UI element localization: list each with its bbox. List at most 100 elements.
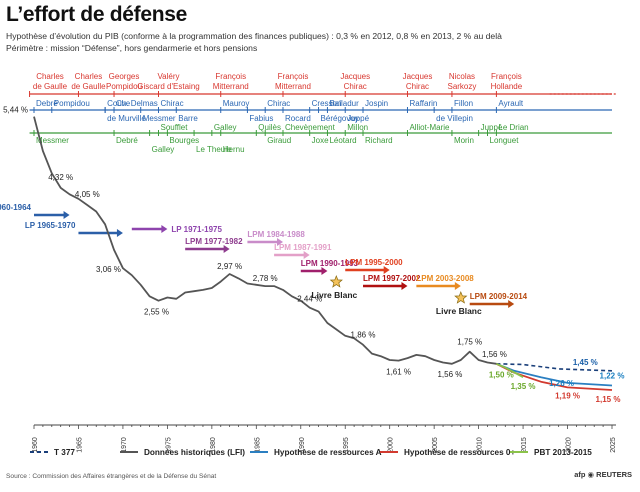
subtitle-gdp-hypothesis: Hypothèse d’évolution du PIB (conforme à… — [6, 31, 502, 41]
law-arrowhead — [161, 225, 168, 233]
law-arrowhead — [116, 229, 123, 237]
minister-label: Giraud — [267, 136, 291, 145]
minister-label: Juppé — [481, 123, 503, 132]
pm-label: Mauroy — [223, 99, 250, 108]
president-label: Giscard d'Estaing — [137, 82, 199, 91]
legend-label: Hypothèse de ressources 0+ — [404, 448, 515, 457]
pm-label: Rocard — [285, 114, 311, 123]
minister-label: Le Theule — [196, 145, 232, 154]
minister-label: Chevènement — [285, 123, 336, 132]
president-label: Sarkozy — [447, 82, 476, 91]
military-laws-group: LP 1960-1964 LP 1965-1970 LP 1971-1975 LPM … — [0, 203, 528, 316]
legend-label: PBT 2013-2015 — [534, 448, 592, 457]
livre-blanc-star-icon — [329, 275, 343, 288]
law-label: LPM 2003-2008 — [416, 274, 474, 283]
president-label: Jacques — [340, 72, 370, 81]
law-label: LP 1965-1970 — [25, 221, 76, 230]
pm-label: Chirac — [267, 99, 290, 108]
x-tick-label: 1975 — [165, 437, 172, 453]
series-line-historic — [33, 116, 497, 365]
data-label: 1,56 % — [482, 350, 507, 359]
x-axis: 1960 1965 1970 1975 1980 1985 1990 1995 2000 2005… — [32, 424, 617, 453]
source-note: Source : Commission des Affaires étrangè… — [6, 473, 217, 480]
series-line-t377 — [496, 363, 613, 372]
legend-label: Hypothèse de ressources A — [274, 448, 382, 457]
president-label: Pompidou — [106, 82, 142, 91]
pm-label: Chirac — [160, 99, 183, 108]
series-lines — [33, 116, 613, 391]
president-label: Charles — [36, 72, 64, 81]
data-label: 1,86 % — [351, 331, 376, 340]
pm-label: Messmer — [143, 114, 176, 123]
data-label: 4,32 % — [48, 173, 73, 182]
president-label: François — [215, 72, 246, 81]
minister-label: Léotard — [329, 136, 356, 145]
law-arrowhead — [63, 211, 70, 219]
minister-label: Longuet — [490, 136, 520, 145]
data-label: 1,56 % — [437, 370, 462, 379]
minister-label: Richard — [365, 136, 393, 145]
data-label: 4,05 % — [75, 190, 100, 199]
minister-label: Hernu — [223, 145, 245, 154]
pm-label: Bérégovoy — [321, 114, 359, 123]
livre-blanc-star-icon — [454, 291, 468, 304]
minister-label: Bourges — [169, 136, 199, 145]
pm-label: Raffarin — [409, 99, 437, 108]
president-label: Valéry — [157, 72, 179, 81]
subtitle-perimeter: Périmètre : mission “Défense”, hors gend… — [6, 43, 258, 53]
pm-label: Ayrault — [498, 99, 524, 108]
data-label: 1,35 % — [511, 382, 536, 391]
law-arrowhead — [276, 238, 283, 246]
minister-label: Millon — [347, 123, 368, 132]
x-tick-label: 1995 — [343, 437, 350, 453]
data-label: 1,75 % — [457, 338, 482, 347]
minister-label: Morin — [454, 136, 474, 145]
pm-label: Jospin — [365, 99, 388, 108]
x-tick-label: 1980 — [210, 437, 217, 453]
pm-label: Balladur — [329, 99, 359, 108]
agency-logo: afp ◉ REUTERS — [574, 470, 632, 479]
pm-label: Fillon — [454, 99, 473, 108]
minister-label: Alliot-Marie — [409, 123, 450, 132]
law-arrowhead — [454, 282, 461, 290]
president-label: François — [491, 72, 522, 81]
pm-label: Fabius — [249, 114, 273, 123]
data-label: 2,97 % — [217, 262, 242, 271]
data-label: 5,44 % — [3, 106, 28, 115]
data-label: 2,55 % — [144, 308, 169, 317]
x-tick-label: 2005 — [432, 437, 439, 453]
president-label: Charles — [75, 72, 103, 81]
law-label: LPM 2009-2014 — [470, 292, 528, 301]
pm-label: de Villepin — [436, 114, 473, 123]
law-arrowhead — [383, 266, 390, 274]
law-arrowhead — [401, 282, 408, 290]
x-tick-label: 2010 — [477, 437, 484, 453]
pm-label: Cresson — [312, 99, 342, 108]
president-label: Mitterrand — [213, 82, 249, 91]
x-tick-label: 1960 — [32, 437, 39, 453]
minister-label: Soufflet — [160, 123, 188, 132]
data-label: 3,06 % — [96, 265, 121, 274]
president-label: Jacques — [403, 72, 433, 81]
data-label: 1,45 % — [573, 358, 598, 367]
pm-label: Barre — [178, 114, 198, 123]
x-tick-label: 2015 — [521, 437, 528, 453]
x-tick-label: 1990 — [299, 437, 306, 453]
law-arrowhead — [321, 267, 328, 275]
minister-label: Galley — [214, 123, 237, 132]
minister-label: Joxe — [312, 136, 329, 145]
president-label: de Gaulle — [33, 82, 68, 91]
minister-label: Le Drian — [498, 123, 528, 132]
data-label: 1,19 % — [555, 391, 580, 400]
pm-label: Pompidou — [54, 99, 90, 108]
president-label: Chirac — [344, 82, 367, 91]
x-tick-label: 1970 — [121, 437, 128, 453]
president-label: Mitterrand — [275, 82, 311, 91]
minister-label: Messmer — [36, 136, 69, 145]
president-label: Nicolas — [449, 72, 475, 81]
law-label: LPM 1997-2002 — [363, 274, 421, 283]
data-label: 1,15 % — [596, 395, 621, 404]
pm-label: Debré — [36, 99, 58, 108]
president-label: de Gaulle — [71, 82, 106, 91]
